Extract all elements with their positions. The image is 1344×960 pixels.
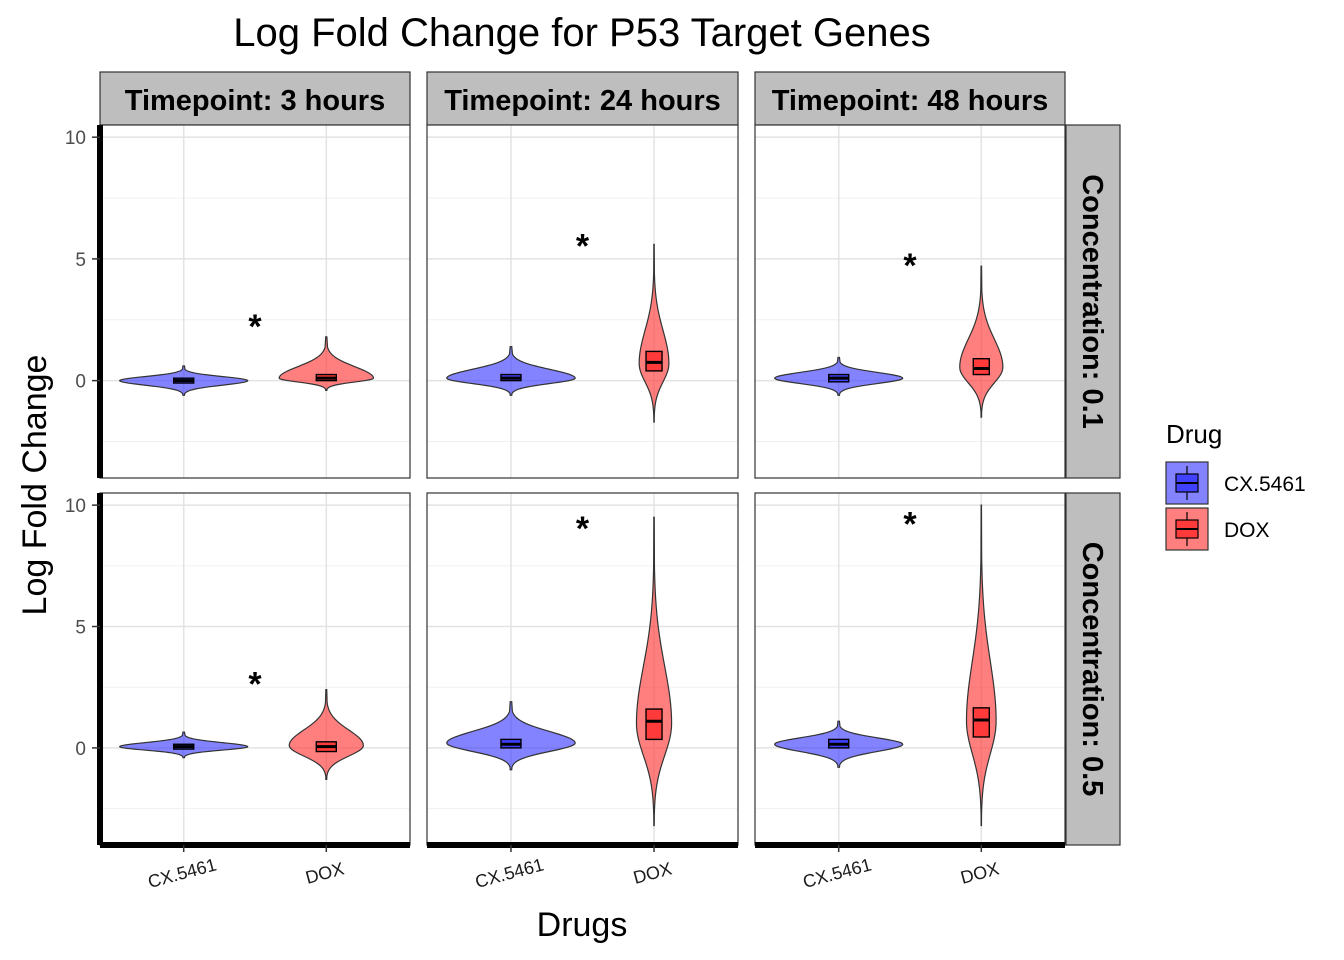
box-dox: [972, 358, 990, 376]
x-tick-label: DOX: [631, 858, 674, 887]
y-tick-label: 10: [65, 128, 86, 149]
legend-item: CX.5461: [1165, 461, 1306, 505]
panel-background: [755, 125, 1065, 478]
facet-panel: * CX.5461 DOX: [426, 492, 739, 892]
violin-cx5461: [446, 345, 576, 396]
panels: Timepoint: 3 hours Timepoint: 24 hours Tim…: [65, 71, 1121, 892]
box-dox: [645, 708, 663, 741]
panel-background: [427, 125, 738, 478]
panel-background: [755, 493, 1065, 845]
y-tick-label: 0: [75, 739, 86, 760]
violin-dox: [635, 516, 673, 827]
x-tick-label: DOX: [958, 858, 1001, 887]
violin-dox: [959, 265, 1004, 418]
column-strip-label: Timepoint: 24 hours: [444, 85, 721, 117]
violin-dox: [638, 243, 670, 423]
panel-border: [754, 124, 1066, 479]
panel-border: [426, 124, 739, 479]
significance-star: *: [248, 308, 262, 346]
chart-title: Log Fold Change for P53 Target Genes: [233, 11, 931, 55]
column-strip-label: Timepoint: 48 hours: [772, 85, 1049, 117]
violin-dox: [288, 689, 364, 781]
y-tick-label: 5: [75, 250, 86, 271]
row-strip: [1065, 124, 1121, 479]
column-strip: [99, 71, 411, 126]
facet-panel: *: [426, 124, 739, 479]
facet-panel: *: [754, 124, 1066, 479]
legend: Drug CX.5461 DOX: [1165, 419, 1306, 551]
panel-background: [100, 493, 410, 845]
legend-label: CX.5461: [1224, 473, 1306, 496]
box-dox: [972, 707, 990, 738]
legend-item: DOX: [1165, 507, 1270, 551]
violin-cx5461: [446, 701, 576, 771]
facet-panel: * 0 5 10 CX.5461 DOX: [65, 492, 411, 892]
x-tick-label: CX.5461: [801, 854, 874, 891]
row-strip-label: Concentration: 0.5: [1076, 542, 1108, 797]
significance-star: *: [903, 505, 917, 543]
panel-background: [427, 493, 738, 845]
x-tick-label: CX.5461: [473, 854, 546, 891]
x-tick-label: CX.5461: [146, 854, 219, 891]
facet-panel: * 0 5 10: [65, 124, 411, 479]
significance-star: *: [248, 665, 262, 703]
significance-star: *: [903, 247, 917, 285]
y-tick-label: 10: [65, 496, 86, 517]
facet-panel: * CX.5461 DOX: [754, 492, 1066, 892]
significance-star: *: [576, 227, 590, 265]
violin-dox: [278, 336, 375, 391]
y-axis-label: Log Fold Change: [16, 355, 54, 616]
legend-title: Drug: [1166, 419, 1222, 449]
row-strip-label: Concentration: 0.1: [1076, 174, 1108, 429]
panel-background: [100, 125, 410, 478]
violin-dox: [965, 504, 997, 827]
y-tick-label: 5: [75, 618, 86, 639]
significance-star: *: [576, 510, 590, 548]
row-strip: [1065, 492, 1121, 846]
x-axis-label: Drugs: [537, 906, 628, 944]
column-strip: [426, 71, 739, 126]
x-tick-label: DOX: [303, 858, 346, 887]
y-tick-label: 0: [75, 372, 86, 393]
column-strip-label: Timepoint: 3 hours: [125, 85, 385, 117]
column-strip: [754, 71, 1066, 126]
legend-label: DOX: [1224, 519, 1270, 542]
